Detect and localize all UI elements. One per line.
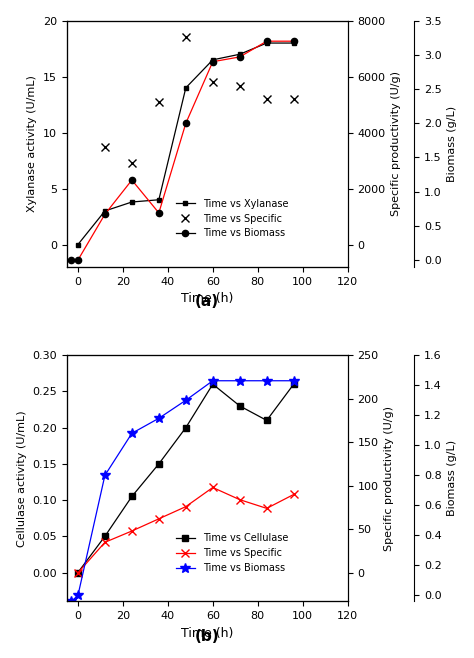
Time vs Biomass — [75, 256, 81, 264]
Time vs Cellulase — [264, 417, 270, 424]
Time vs Cellulase — [102, 532, 108, 540]
X-axis label: Time (h): Time (h) — [181, 292, 233, 305]
Time vs Specific — [237, 82, 243, 90]
Text: (b): (b) — [195, 629, 219, 644]
Y-axis label: Biomass (g/L): Biomass (g/L) — [447, 440, 457, 517]
Time vs Specific — [291, 95, 297, 103]
Time vs Biomass — [68, 256, 74, 264]
Line: Time vs Specific: Time vs Specific — [74, 484, 298, 577]
Legend: Time vs Cellulase, Time vs Specific, Time vs Biomass: Time vs Cellulase, Time vs Specific, Tim… — [172, 530, 292, 577]
Time vs Specific — [102, 143, 108, 151]
Time vs Biomass — [68, 597, 74, 605]
Y-axis label: Biomass (g/L): Biomass (g/L) — [447, 106, 457, 182]
Time vs Cellulase — [183, 424, 189, 432]
Time vs Biomass — [291, 377, 297, 385]
Time vs Xylanase — [210, 56, 216, 64]
Y-axis label: Cellulase activity (U/mL): Cellulase activity (U/mL) — [17, 410, 27, 547]
Time vs Specific — [264, 505, 270, 513]
Time vs Cellulase — [237, 402, 243, 410]
Time vs Xylanase — [183, 84, 189, 91]
Time vs Specific — [129, 159, 135, 167]
Time vs Specific — [210, 484, 216, 492]
Line: Time vs Xylanase: Time vs Xylanase — [75, 41, 296, 247]
Time vs Specific — [264, 95, 270, 103]
Time vs Specific — [183, 34, 189, 41]
X-axis label: Time (h): Time (h) — [181, 627, 233, 640]
Line: Time vs Cellulase: Time vs Cellulase — [75, 382, 296, 575]
Time vs Biomass — [264, 377, 270, 385]
Y-axis label: Specific productivity (U/g): Specific productivity (U/g) — [391, 71, 401, 216]
Time vs Specific — [156, 515, 162, 522]
Time vs Cellulase — [291, 380, 297, 388]
Y-axis label: Xylanase activity (U/mL): Xylanase activity (U/mL) — [27, 76, 37, 213]
Time vs Xylanase — [237, 50, 243, 58]
Time vs Specific — [75, 569, 81, 576]
Time vs Xylanase — [291, 39, 297, 47]
Time vs Specific — [129, 527, 135, 535]
Text: (a): (a) — [195, 294, 219, 309]
Time vs Biomass — [75, 592, 81, 599]
Line: Time vs Biomass: Time vs Biomass — [68, 38, 297, 263]
Legend: Time vs Xylanase, Time vs Specific, Time vs Biomass: Time vs Xylanase, Time vs Specific, Time… — [172, 195, 292, 242]
Time vs Cellulase — [75, 569, 81, 576]
Time vs Biomass — [291, 38, 297, 45]
Time vs Biomass — [102, 211, 108, 218]
Line: Time vs Biomass: Time vs Biomass — [66, 376, 299, 606]
Time vs Biomass — [237, 53, 243, 61]
Time vs Xylanase — [129, 198, 135, 206]
Time vs Xylanase — [75, 241, 81, 249]
Time vs Xylanase — [102, 207, 108, 215]
Time vs Biomass — [264, 38, 270, 45]
Time vs Cellulase — [210, 380, 216, 388]
Time vs Biomass — [156, 209, 162, 217]
Time vs Biomass — [237, 377, 243, 385]
Time vs Biomass — [210, 58, 216, 66]
Time vs Specific — [102, 538, 108, 546]
Time vs Biomass — [183, 396, 189, 404]
Time vs Specific — [210, 78, 216, 86]
Time vs Biomass — [102, 471, 108, 479]
Time vs Biomass — [129, 430, 135, 438]
Time vs Biomass — [129, 176, 135, 184]
Time vs Cellulase — [129, 493, 135, 501]
Y-axis label: Specific productivity (U/g): Specific productivity (U/g) — [384, 406, 394, 551]
Line: Time vs Specific: Time vs Specific — [101, 34, 298, 168]
Time vs Specific — [156, 98, 162, 106]
Time vs Cellulase — [156, 460, 162, 468]
Time vs Biomass — [183, 119, 189, 127]
Time vs Specific — [183, 503, 189, 511]
Time vs Biomass — [210, 377, 216, 385]
Time vs Specific — [237, 495, 243, 503]
Time vs Specific — [291, 490, 297, 498]
Time vs Biomass — [156, 415, 162, 422]
Time vs Xylanase — [156, 196, 162, 204]
Time vs Xylanase — [264, 39, 270, 47]
